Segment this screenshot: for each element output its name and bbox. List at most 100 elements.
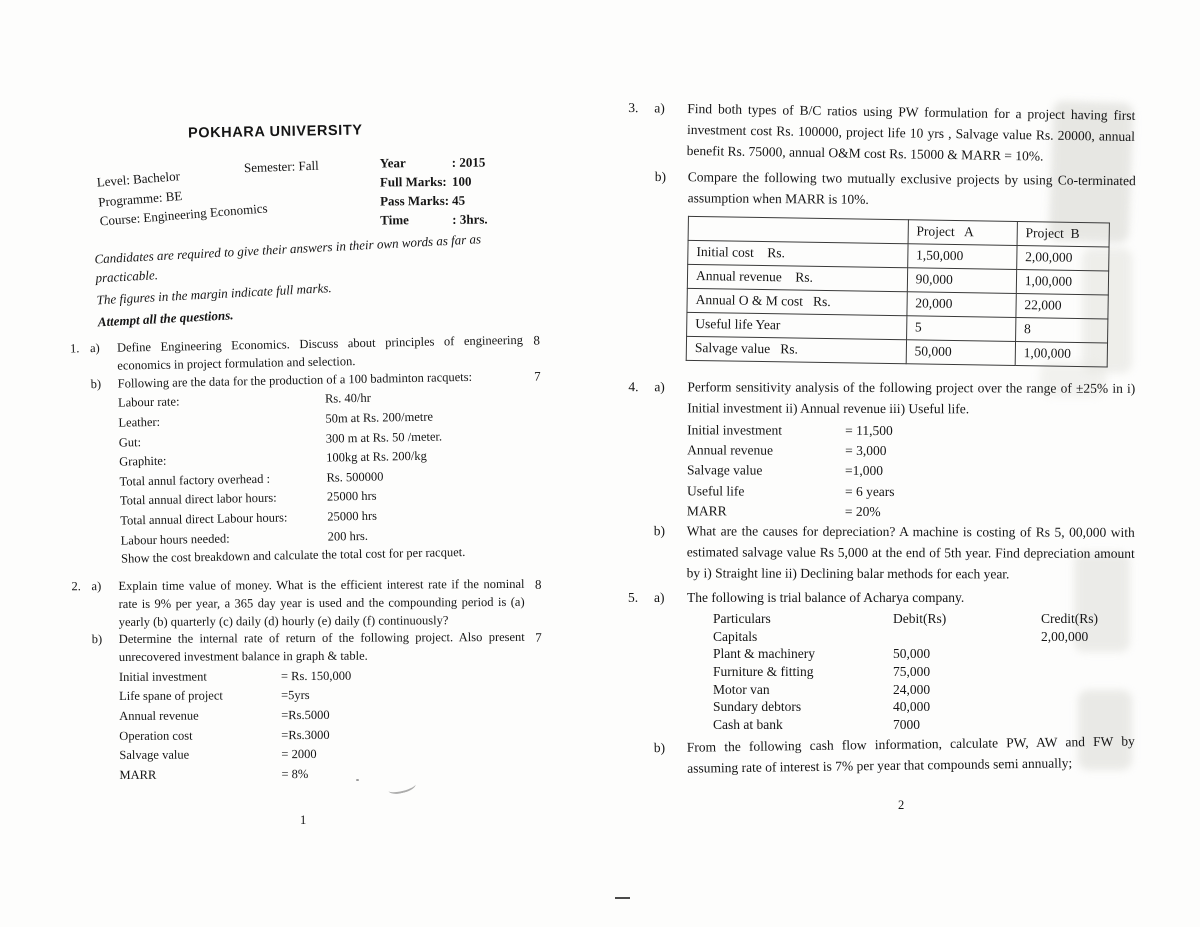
data-label: Life spane of project [119, 688, 223, 704]
trial-cell-credit [1041, 645, 1135, 663]
page-number-1: 1 [300, 813, 307, 827]
question-text: Find both types of B/C ratios using PW f… [686, 100, 1136, 164]
question-text: Compare the following two mutually exclu… [686, 167, 1136, 372]
data-value: 300 m at Rs. 50 /meter. [325, 428, 443, 446]
exam-meta-label: Pass Marks: [380, 192, 450, 209]
data-row: MARR = 8% [119, 764, 525, 786]
question-5b: b) From the following cash flow informat… [628, 732, 1136, 781]
data-label: Salvage value [119, 747, 190, 763]
table-cell-project-b: 2,00,000 [1016, 245, 1110, 271]
data-label: Useful life [686, 482, 745, 498]
data-value: Rs. 500000 [326, 469, 384, 485]
data-row: Annual revenue = 3,000 [687, 440, 1135, 462]
trial-cell-particulars: Capitals [713, 628, 758, 644]
exam-meta-label: Time [380, 211, 409, 227]
question-text: Perform sensitivity analysis of the foll… [687, 377, 1136, 523]
exam-meta-value: : 2015 [451, 154, 486, 170]
data-row: Salvage value =1,000 [687, 460, 1135, 482]
data-label: Annual revenue [687, 442, 773, 458]
exam-meta-label: Year [379, 155, 406, 171]
data-value: 25000 hrs [327, 508, 378, 524]
exam-meta-value: : 3hrs. [452, 211, 488, 227]
data-value: 200 hrs. [327, 528, 369, 544]
data-row: Annual revenue =Rs.5000 [119, 705, 525, 727]
table-cell-project-b: 1,00,000 [1014, 341, 1108, 367]
data-list: Initial investment = Rs. 150,000 Life spa… [119, 666, 526, 786]
question-text: From the following cash flow information… [686, 733, 1135, 776]
data-row: Initial investment = 11,500 [687, 420, 1135, 442]
question-text: Following are the data for the productio… [118, 367, 528, 568]
table-cell-project-b: 8 [1015, 317, 1108, 343]
question-number: 1. [69, 341, 80, 356]
table-cell-project-b: 1,00,000 [1016, 269, 1109, 295]
question-number: 5. [628, 590, 639, 606]
marks-value: 8 [534, 576, 542, 592]
question-number: 4. [628, 378, 639, 394]
table-header-project-a: Project A [907, 219, 1018, 246]
data-value: = 6 years [844, 483, 895, 499]
question-text: Determine the internal rate of return of… [119, 629, 526, 785]
pencil-dot [356, 779, 359, 781]
exam-meta-line: Pass Marks: 45 [380, 191, 488, 211]
trial-cell-credit: 2,00,000 [1041, 628, 1089, 644]
data-value: 50m at Rs. 200/metre [325, 409, 434, 426]
data-label: Operation cost [119, 728, 193, 743]
exam-meta-line: Year : 2015 [380, 154, 488, 174]
data-value: =Rs.5000 [281, 707, 330, 723]
part-letter: a) [654, 590, 665, 606]
data-row: Operation cost =Rs.3000 [119, 724, 525, 746]
data-list: Labour rate: Rs. 40/hr Leather: 50m at Rs.… [118, 386, 527, 551]
data-value: = 2000 [281, 747, 317, 762]
course-info: Level: Bachelor Programme: BE Course: En… [96, 159, 268, 231]
table-cell-project-b: 22,000 [1015, 293, 1109, 319]
exam-meta: Year: 2015 Full Marks: 100 Pass Marks: 45 … [380, 154, 488, 230]
data-value: = 3,000 [845, 442, 887, 458]
data-list: Initial investment = 11,500 Annual revenu… [687, 420, 1135, 523]
part-letter: b) [653, 522, 666, 538]
scan-dash-mark [615, 897, 630, 899]
data-value: =1,000 [845, 462, 884, 478]
data-value: = 20% [844, 503, 881, 519]
trial-balance-header: Particulars Debit(Rs) Credit(Rs) [713, 610, 1135, 628]
table-cell-label: Useful life Year [686, 311, 907, 340]
table-body: Initial cost Rs. 1,50,000 2,00,000 Annua… [686, 239, 1110, 367]
data-value: 100kg at Rs. 200/kg [326, 448, 427, 465]
data-value: =5yrs [281, 688, 310, 703]
table-header-project-b: Project B [1016, 221, 1110, 247]
page-number-2: 2 [898, 798, 905, 812]
marks-value: 7 [533, 368, 541, 384]
question-intro: The following is trial balance of Achary… [687, 590, 965, 606]
trial-balance-row: Plant & machinery 50,000 [713, 645, 1135, 663]
data-label: Initial investment [687, 421, 783, 438]
question-2: 2. a) Explain time value of money. What … [71, 576, 542, 786]
table-cell-project-a: 90,000 [906, 267, 1017, 294]
trial-cell-particulars: Furniture & fitting [713, 664, 814, 680]
trial-cell-credit [1041, 716, 1135, 734]
data-row: Initial investment = Rs. 150,000 [119, 666, 525, 688]
part-letter: b) [91, 632, 103, 647]
part-letter: b) [653, 740, 666, 756]
part-letter: a) [91, 579, 102, 594]
question-1: 1. a) Define Engineering Economics. Disc… [70, 332, 544, 570]
table-cell-label: Initial cost Rs. [687, 239, 908, 268]
university-title: POKHARA UNIVERSITY [187, 122, 363, 142]
question-text: What are the causes for depreciation? A … [686, 523, 1135, 581]
table-cell-project-a: 5 [906, 315, 1016, 342]
trial-cell-particulars: Cash at bank [713, 716, 783, 732]
trial-cell-credit [1041, 698, 1135, 716]
trial-cell-debit: 50,000 [893, 646, 931, 662]
question-3a: 3. a) Find both types of B/C ratios usin… [628, 98, 1136, 169]
trial-col-debit: Debit(Rs) [893, 611, 947, 627]
trial-cell-debit: 7000 [893, 716, 920, 732]
table-cell-project-a: 1,50,000 [907, 243, 1017, 270]
question-intro: Determine the internal rate of return of… [118, 630, 525, 664]
page-1-questions: 1. a) Define Engineering Economics. Disc… [70, 333, 542, 786]
trial-balance-row: Capitals 2,00,000 [713, 628, 1135, 646]
instructions: Candidates are required to give their an… [94, 230, 496, 335]
question-intro: Perform sensitivity analysis of the foll… [687, 378, 1136, 416]
question-2b: b) Determine the internal rate of return… [72, 629, 543, 786]
trial-col-particulars: Particulars [713, 611, 771, 627]
data-label: Annual revenue [119, 708, 199, 723]
part-letter: b) [654, 168, 667, 184]
